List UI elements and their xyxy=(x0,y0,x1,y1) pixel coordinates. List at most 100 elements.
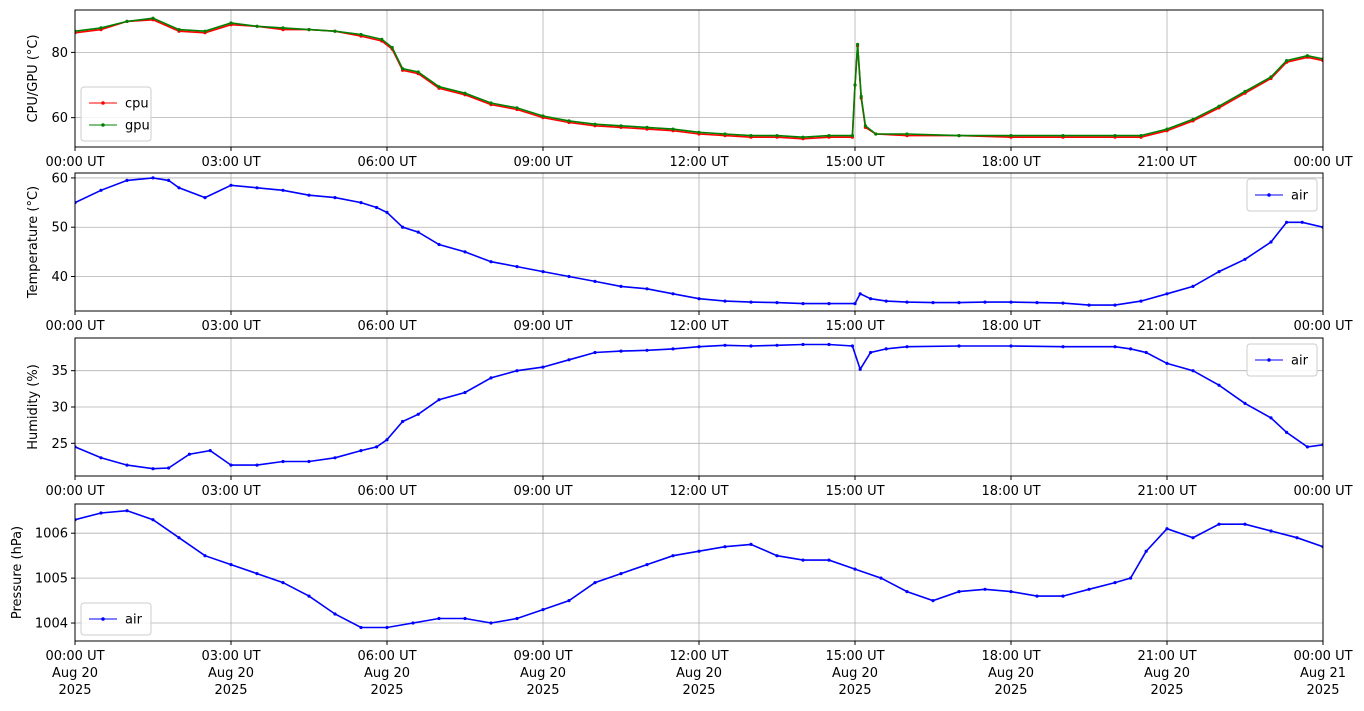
y-tick-label: 1005 xyxy=(35,572,68,587)
x-date-label: Aug 20 xyxy=(1144,666,1190,681)
data-point xyxy=(827,558,831,562)
x-tick-label: 03:00 UT xyxy=(201,484,260,499)
data-point xyxy=(515,616,519,621)
x-date-label: Aug 20 xyxy=(988,666,1034,681)
data-point xyxy=(515,265,519,269)
x-tick-label: 03:00 UT xyxy=(201,155,260,170)
data-point xyxy=(380,37,384,42)
data-point xyxy=(515,369,519,373)
panel-4: 1004 1005 1006 00:00 UT Aug 20 2025 03:00 UT Au… xyxy=(10,503,1353,698)
data-point xyxy=(884,299,888,303)
data-point xyxy=(957,344,961,348)
data-point xyxy=(801,135,805,139)
data-point xyxy=(1087,303,1091,307)
x-date-label: Aug 20 xyxy=(676,666,722,681)
x-date-label: Aug 20 xyxy=(520,666,566,681)
data-point xyxy=(177,536,181,540)
data-point xyxy=(541,270,545,274)
x-tick-label: 15:00 UT xyxy=(825,484,884,499)
data-point xyxy=(593,279,597,283)
x-tick-label: 00:00 UT xyxy=(45,155,104,170)
data-point xyxy=(983,300,987,304)
data-point xyxy=(401,225,405,229)
data-point xyxy=(333,612,337,616)
data-point xyxy=(1061,594,1065,598)
data-point xyxy=(645,563,649,567)
data-point xyxy=(645,125,649,129)
series-line-air xyxy=(75,343,1323,470)
data-point xyxy=(437,85,441,89)
data-point xyxy=(229,463,233,467)
x-tick-label: 18:00 UT xyxy=(981,649,1040,664)
data-point xyxy=(1243,522,1247,526)
data-point xyxy=(229,563,233,567)
data-point xyxy=(827,302,831,306)
data-point xyxy=(850,134,855,138)
x-tick-label: 00:00 UT xyxy=(1293,484,1352,499)
y-tick-label: 25 xyxy=(51,437,68,452)
x-tick-label: 00:00 UT xyxy=(1293,319,1352,334)
data-point xyxy=(827,134,831,138)
data-point xyxy=(1165,527,1169,531)
data-point xyxy=(359,625,363,630)
data-point xyxy=(489,101,493,105)
x-tick-label: 00:00 UT xyxy=(1293,155,1352,170)
data-point xyxy=(401,419,405,424)
legend: air xyxy=(1246,343,1318,377)
legend-label-air: air xyxy=(1291,354,1309,369)
data-point xyxy=(869,350,873,355)
legend-label-cpu: cpu xyxy=(125,97,149,112)
y-tick-label: 60 xyxy=(51,111,68,126)
data-point xyxy=(151,176,155,180)
data-point xyxy=(125,463,129,467)
data-point xyxy=(858,292,862,296)
data-point xyxy=(359,449,363,453)
series-air xyxy=(75,342,1323,471)
data-point xyxy=(541,365,545,369)
data-point xyxy=(281,581,285,585)
data-point xyxy=(905,590,909,594)
y-tick-label: 35 xyxy=(51,364,68,379)
data-point xyxy=(697,345,701,349)
data-point xyxy=(1269,240,1273,244)
data-point xyxy=(255,24,259,28)
legend-label-air: air xyxy=(125,613,143,628)
legend-label-air: air xyxy=(1291,189,1309,204)
x-tick-label: 15:00 UT xyxy=(825,649,884,664)
x-tick-label: 21:00 UT xyxy=(1137,649,1196,664)
x-tick-label: 09:00 UT xyxy=(513,319,572,334)
data-point xyxy=(671,292,675,296)
panel-3: 25 30 35 00:00 UT 03:00 UT 06:00 UT 09:00 UT 12… xyxy=(26,337,1353,499)
data-point xyxy=(723,545,727,549)
data-point xyxy=(1191,369,1195,373)
data-point xyxy=(1035,594,1039,598)
data-point xyxy=(203,554,207,558)
legend-swatch-marker xyxy=(1267,358,1271,362)
x-tick-label: 21:00 UT xyxy=(1137,484,1196,499)
data-point xyxy=(801,558,805,562)
x-tick-label: 00:00 UT xyxy=(45,319,104,334)
data-point xyxy=(619,349,623,353)
x-year-label: 2025 xyxy=(1150,683,1183,698)
data-point xyxy=(1285,430,1289,434)
data-point xyxy=(1217,270,1221,274)
data-point xyxy=(1295,536,1299,540)
data-point xyxy=(99,456,103,460)
data-point xyxy=(1243,89,1247,94)
series-line-cpu xyxy=(75,18,1323,140)
legend-swatch-marker xyxy=(1267,193,1271,197)
data-point xyxy=(177,186,181,190)
data-point xyxy=(187,452,191,456)
data-point xyxy=(401,67,405,71)
data-point xyxy=(723,299,727,303)
data-point xyxy=(1009,134,1013,138)
data-point xyxy=(489,621,493,625)
data-point xyxy=(905,300,909,304)
x-tick-label: 00:00 UT xyxy=(1293,649,1352,664)
data-point xyxy=(931,599,935,603)
data-point xyxy=(853,302,857,306)
panel-1: 60 80 00:00 UT 03:00 UT 06:00 UT 09:00 UT 12:0… xyxy=(26,9,1353,170)
data-point xyxy=(1113,303,1117,307)
data-point xyxy=(99,188,103,192)
data-point xyxy=(463,390,467,395)
